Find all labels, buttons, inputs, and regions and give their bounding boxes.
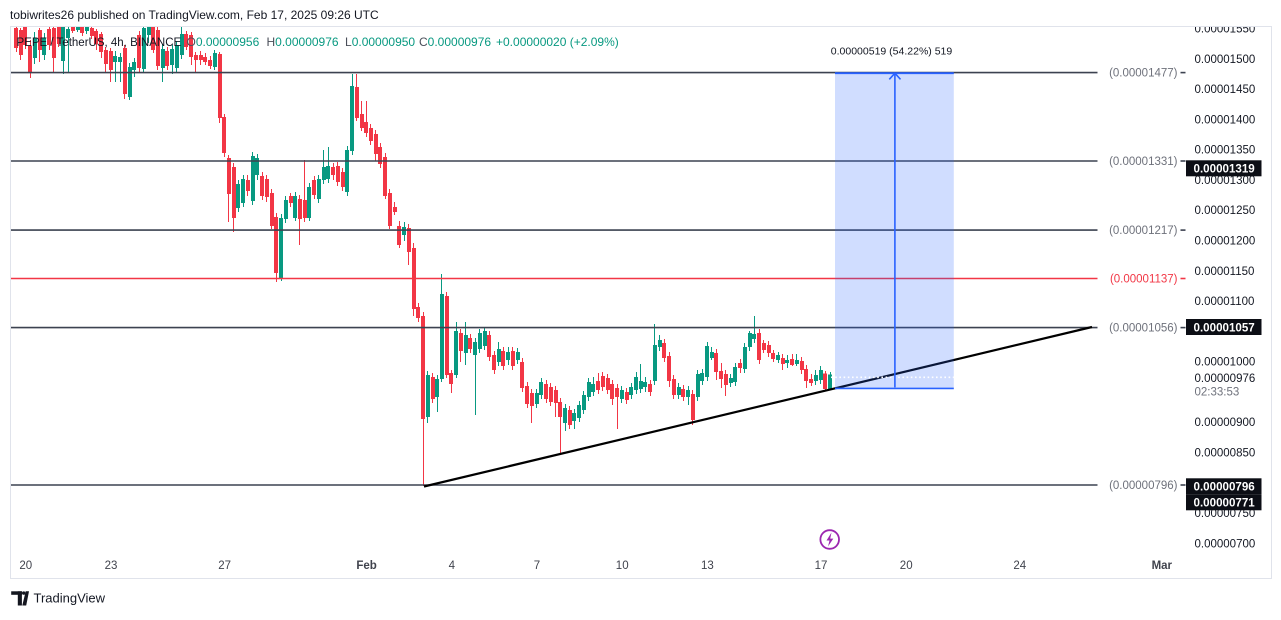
svg-text:(0.00000796): (0.00000796) [1109,480,1178,492]
svg-text:0.00000900: 0.00000900 [1195,417,1256,429]
svg-text:0.00001350: 0.00001350 [1195,145,1256,157]
svg-text:0.00000976: 0.00000976 [1195,373,1256,385]
svg-text:0.00001150: 0.00001150 [1195,266,1255,278]
svg-text:(0.00001137): (0.00001137) [1110,274,1178,286]
svg-text:0.00000796: 0.00000796 [1194,481,1256,494]
svg-text:23: 23 [105,560,118,572]
svg-text:0.00001200: 0.00001200 [1195,236,1256,248]
svg-text:C0.00000976: C0.00000976 [419,35,491,49]
svg-text:0.00001550: 0.00001550 [1195,24,1256,36]
svg-text:27: 27 [218,560,231,572]
svg-text:L0.00000950: L0.00000950 [345,35,415,49]
svg-text:tobiwrites26 published on Trad: tobiwrites26 published on TradingView.co… [10,8,379,22]
svg-text:0.00001300: 0.00001300 [1195,175,1256,187]
svg-text:13: 13 [701,560,714,572]
svg-text:0.00000700: 0.00000700 [1195,538,1256,550]
svg-text:TradingView: TradingView [34,591,106,606]
svg-text:0.00001250: 0.00001250 [1195,205,1256,217]
svg-text:24: 24 [1013,560,1026,572]
svg-text:02:33:53: 02:33:53 [1195,386,1240,398]
svg-text:0.00000750: 0.00000750 [1195,508,1256,520]
svg-text:PEPE / TetherUS, 4h, BINANCE: PEPE / TetherUS, 4h, BINANCE [17,37,182,49]
svg-text:Feb: Feb [356,560,376,572]
svg-text:0.00001100: 0.00001100 [1195,296,1255,308]
svg-text:10: 10 [616,560,629,572]
svg-text:Mar: Mar [1152,560,1173,572]
svg-text:4: 4 [449,560,456,572]
svg-text:0.00000771: 0.00000771 [1194,497,1256,510]
svg-text:20: 20 [19,560,32,572]
svg-text:17: 17 [815,560,828,572]
svg-text:0.00000519 (54.22%) 519: 0.00000519 (54.22%) 519 [831,46,953,58]
svg-text:0.00000850: 0.00000850 [1195,447,1256,459]
svg-text:0.00001000: 0.00001000 [1195,357,1256,369]
svg-text:(0.00001217): (0.00001217) [1109,225,1178,237]
svg-text:0.00001319: 0.00001319 [1194,163,1256,176]
svg-text:(0.00001331): (0.00001331) [1109,156,1178,168]
svg-text:O0.00000956: O0.00000956 [187,35,260,49]
svg-text:7: 7 [534,560,540,572]
svg-text:0.00001500: 0.00001500 [1195,54,1256,66]
svg-text:0.00001400: 0.00001400 [1195,114,1256,126]
svg-text:0.00001057: 0.00001057 [1194,321,1255,334]
svg-text:H0.00000976: H0.00000976 [267,35,339,49]
svg-text:(0.00001477): (0.00001477) [1109,68,1178,80]
svg-text:0.00001450: 0.00001450 [1195,84,1256,96]
svg-text:(0.00001056): (0.00001056) [1109,323,1178,335]
svg-text:+0.00000020 (+2.09%): +0.00000020 (+2.09%) [496,35,619,49]
svg-text:20: 20 [900,560,913,572]
